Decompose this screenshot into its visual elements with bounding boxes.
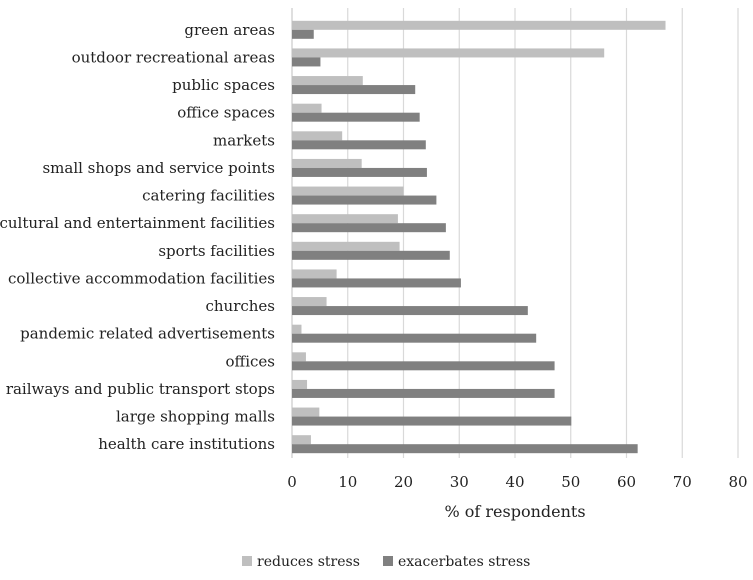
tick-label-40: 40 bbox=[505, 473, 524, 491]
bar-reduces-stress-churches bbox=[292, 297, 327, 307]
legend-label-reduces-stress: reduces stress bbox=[257, 554, 360, 570]
bar-exacerbates-stress-public-spaces bbox=[292, 85, 416, 95]
bar-exacerbates-stress-pandemic-related-advertisements bbox=[292, 333, 537, 343]
x-axis-title: % of respondents bbox=[444, 502, 585, 521]
bar-reduces-stress-large-shopping-malls bbox=[292, 407, 320, 417]
legend-swatch-exacerbates-stress bbox=[383, 556, 393, 566]
bar-exacerbates-stress-large-shopping-malls bbox=[292, 416, 572, 426]
bar-reduces-stress-collective-accommodation-facilities bbox=[292, 269, 337, 279]
tick-label-20: 20 bbox=[394, 473, 413, 491]
category-label-office-spaces: office spaces bbox=[177, 104, 275, 122]
bar-reduces-stress-cultural-and-entertainment-facilities bbox=[292, 214, 398, 224]
bar-exacerbates-stress-cultural-and-entertainment-facilities bbox=[292, 223, 446, 233]
gridlines bbox=[291, 8, 739, 458]
category-label-public-spaces: public spaces bbox=[172, 76, 275, 94]
category-label-railways-and-public-transport-stops: railways and public transport stops bbox=[6, 380, 275, 398]
bar-reduces-stress-pandemic-related-advertisements bbox=[292, 324, 302, 334]
category-label-cultural-and-entertainment-facilities: cultural and entertainment facilities bbox=[0, 214, 275, 232]
category-label-markets: markets bbox=[213, 131, 275, 149]
tick-labels: 0 10 20 30 40 50 60 70 80 bbox=[287, 473, 747, 491]
bar-reduces-stress-railways-and-public-transport-stops bbox=[292, 379, 308, 389]
bar-reduces-stress-markets bbox=[292, 131, 343, 141]
bar-reduces-stress-health-care-institutions bbox=[292, 435, 311, 445]
bar-reduces-stress-office-spaces bbox=[292, 103, 322, 113]
category-label-collective-accommodation-facilities: collective accommodation facilities bbox=[8, 269, 275, 287]
bar-reduces-stress-catering-facilities bbox=[292, 186, 404, 196]
bar-exacerbates-stress-green-areas bbox=[292, 29, 314, 39]
category-label-sports-facilities: sports facilities bbox=[158, 242, 275, 260]
tick-label-60: 60 bbox=[617, 473, 636, 491]
bar-exacerbates-stress-catering-facilities bbox=[292, 195, 437, 205]
tick-label-80: 80 bbox=[728, 473, 747, 491]
bar-exacerbates-stress-churches bbox=[292, 306, 528, 316]
bar-reduces-stress-offices bbox=[292, 352, 306, 362]
category-label-pandemic-related-advertisements: pandemic related advertisements bbox=[20, 325, 275, 343]
bar-reduces-stress-outdoor-recreational-areas bbox=[292, 48, 605, 58]
bar-exacerbates-stress-offices bbox=[292, 361, 555, 371]
tick-label-10: 10 bbox=[338, 473, 357, 491]
category-label-catering-facilities: catering facilities bbox=[142, 187, 275, 205]
bar-exacerbates-stress-health-care-institutions bbox=[292, 444, 638, 454]
tick-label-30: 30 bbox=[450, 473, 469, 491]
bar-reduces-stress-small-shops-and-service-points bbox=[292, 158, 362, 168]
category-label-outdoor-recreational-areas: outdoor recreational areas bbox=[72, 48, 275, 66]
tick-label-0: 0 bbox=[287, 473, 297, 491]
bars-group bbox=[292, 20, 666, 454]
legend: reduces stress exacerbates stress bbox=[242, 554, 530, 570]
bar-exacerbates-stress-office-spaces bbox=[292, 112, 420, 122]
legend-label-exacerbates-stress: exacerbates stress bbox=[398, 554, 530, 570]
category-label-offices: offices bbox=[226, 352, 275, 370]
category-label-churches: churches bbox=[205, 297, 275, 315]
bar-reduces-stress-green-areas bbox=[292, 20, 666, 30]
category-labels: green areas outdoor recreational areas pub… bbox=[0, 21, 275, 453]
category-label-large-shopping-malls: large shopping malls bbox=[116, 408, 275, 426]
tick-label-50: 50 bbox=[561, 473, 580, 491]
tick-label-70: 70 bbox=[673, 473, 692, 491]
bar-exacerbates-stress-outdoor-recreational-areas bbox=[292, 57, 321, 67]
category-label-small-shops-and-service-points: small shops and service points bbox=[42, 159, 275, 177]
bar-reduces-stress-public-spaces bbox=[292, 76, 363, 86]
category-label-green-areas: green areas bbox=[184, 21, 275, 39]
legend-swatch-reduces-stress bbox=[242, 556, 252, 566]
bar-reduces-stress-sports-facilities bbox=[292, 241, 400, 251]
bar-exacerbates-stress-markets bbox=[292, 140, 426, 150]
bar-exacerbates-stress-small-shops-and-service-points bbox=[292, 167, 427, 177]
bar-exacerbates-stress-sports-facilities bbox=[292, 250, 450, 260]
bar-exacerbates-stress-collective-accommodation-facilities bbox=[292, 278, 461, 288]
bar-exacerbates-stress-railways-and-public-transport-stops bbox=[292, 388, 555, 398]
category-label-health-care-institutions: health care institutions bbox=[98, 435, 275, 453]
